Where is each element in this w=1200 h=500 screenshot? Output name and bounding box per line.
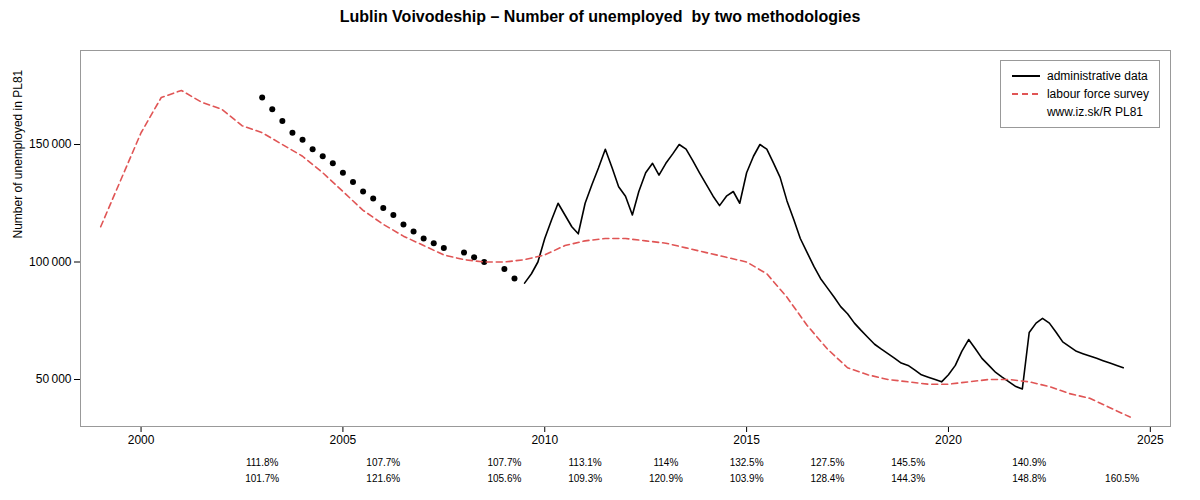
svg-text:Number of unemployed in PL81: Number of unemployed in PL81 [11,69,25,238]
svg-text:105.6%: 105.6% [487,473,521,484]
svg-text:109.3%: 109.3% [568,473,602,484]
svg-text:2000: 2000 [128,433,155,447]
svg-text:107.7%: 107.7% [487,457,521,468]
svg-text:50 000: 50 000 [36,372,72,386]
svg-text:148.8%: 148.8% [1012,473,1046,484]
svg-text:111.8%: 111.8% [246,457,279,468]
svg-text:145.5%: 145.5% [891,457,925,468]
svg-text:100 000: 100 000 [29,255,72,269]
svg-text:2020: 2020 [935,433,962,447]
html-text:labour force survey: labour force survey [1047,87,1149,101]
svg-text:160.5%: 160.5% [1105,473,1139,484]
svg-text:140.9%: 140.9% [1012,457,1046,468]
html-text:www.iz.sk/R PL81: www.iz.sk/R PL81 [1047,105,1143,119]
svg-text:101.7%: 101.7% [245,473,279,484]
svg-text:144.3%: 144.3% [891,473,925,484]
svg-text:2005: 2005 [330,433,357,447]
svg-text:132.5%: 132.5% [730,457,764,468]
svg-text:103.9%: 103.9% [730,473,764,484]
svg-text:127.5%: 127.5% [810,457,844,468]
svg-text:107.7%: 107.7% [366,457,400,468]
svg-text:2010: 2010 [531,433,558,447]
svg-text:150 000: 150 000 [29,137,72,151]
svg-text:120.9%: 120.9% [649,473,683,484]
svg-text:2015: 2015 [733,433,760,447]
html-text:Lublin Voivodeship – Number of: Lublin Voivodeship – Number of unemploye… [339,8,861,25]
svg-text:2025: 2025 [1137,433,1164,447]
svg-text:113.1%: 113.1% [569,457,602,468]
svg-text:121.6%: 121.6% [366,473,400,484]
html-text:administrative data: administrative data [1047,69,1148,83]
svg-text:114%: 114% [653,457,678,468]
svg-text:128.4%: 128.4% [810,473,844,484]
